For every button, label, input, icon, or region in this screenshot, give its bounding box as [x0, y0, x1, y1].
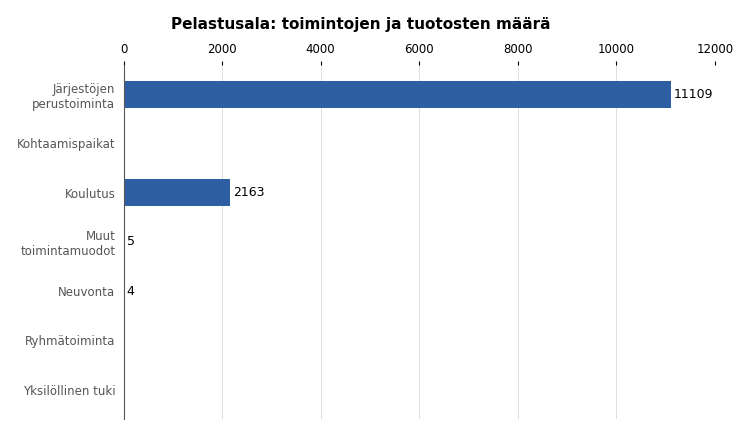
Text: 4: 4	[127, 285, 135, 298]
Bar	[124, 179, 230, 206]
Bar	[124, 81, 671, 108]
Text: Pelastusala: toimintojen ja tuotosten määrä: Pelastusala: toimintojen ja tuotosten mä…	[171, 17, 550, 32]
Text: 11109: 11109	[674, 88, 713, 101]
Text: 2163: 2163	[233, 186, 265, 199]
Text: 5: 5	[127, 235, 135, 249]
